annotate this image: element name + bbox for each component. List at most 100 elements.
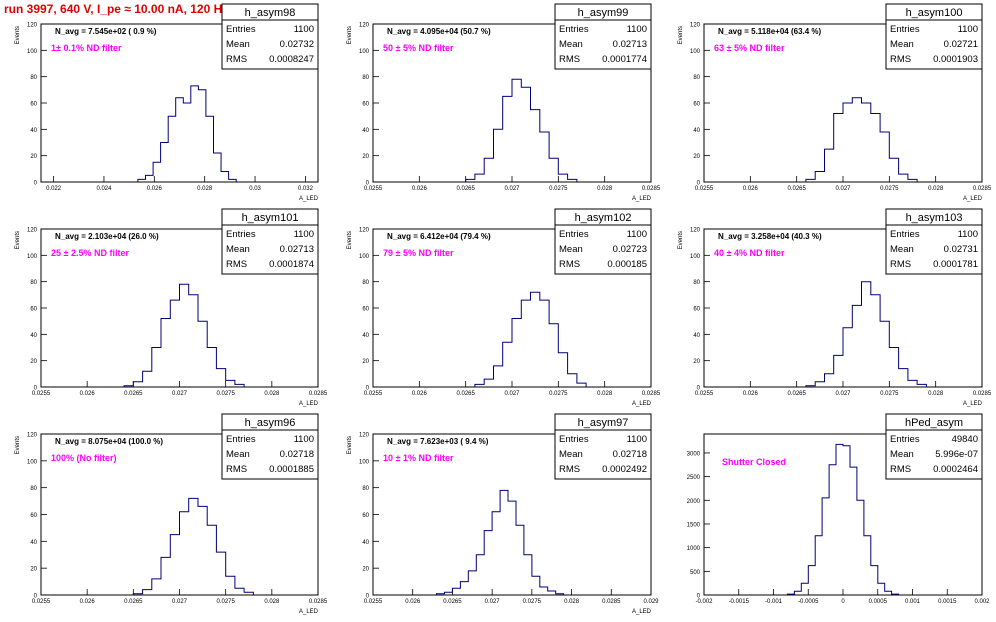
histogram-bin	[521, 87, 530, 182]
histogram-bin	[189, 498, 198, 595]
y-tick-label: 60	[693, 307, 700, 313]
histogram-bin	[475, 174, 484, 182]
histogram-series	[805, 97, 918, 182]
filter-annotation: 25 ± 2.5% ND filter	[51, 248, 129, 258]
filter-annotation: 63 ± 5% ND filter	[714, 43, 785, 53]
histogram-name: hPed_asym	[905, 417, 963, 429]
histogram-bin	[889, 158, 898, 182]
y-tick-label: 100	[27, 49, 38, 55]
stats-entries-value: 49840	[952, 434, 978, 445]
histogram-bin	[484, 379, 493, 387]
histogram-bin	[226, 380, 235, 387]
y-axis-title: Events	[347, 436, 353, 454]
histogram-bin	[899, 369, 908, 387]
x-tick-label: 0.0265	[787, 391, 806, 397]
stats-box-frame	[221, 3, 319, 70]
x-tick-label: 0.028	[264, 391, 280, 397]
stats-rms-label: RMS	[559, 54, 580, 65]
histogram-bin	[161, 557, 170, 595]
y-tick-label: 60	[30, 513, 37, 519]
y-tick-label: 20	[30, 359, 37, 365]
x-tick-label: 0.022	[46, 186, 62, 192]
stats-entries-label: Entries	[226, 229, 256, 240]
histogram-bin	[503, 96, 512, 182]
histogram-bin	[189, 295, 198, 387]
stats-mean-value: 0.02713	[613, 39, 647, 50]
histogram-bin	[892, 594, 899, 595]
histogram-bin	[516, 525, 524, 595]
y-tick-label: 60	[362, 307, 369, 313]
histogram-bin	[532, 576, 540, 595]
histogram-bin	[556, 594, 564, 595]
x-tick-label: 0.0015	[938, 599, 957, 605]
navg-label: N_avg = 3.258e+04 (40.3 %)	[718, 232, 822, 241]
histogram-bin	[235, 588, 244, 595]
x-tick-label: 0.028	[928, 391, 944, 397]
stats-rms-label: RMS	[890, 54, 911, 65]
stats-box: h_asym98 Entries 1100 Mean 0.02732 RMS 0.00082…	[221, 3, 319, 70]
stats-rms-label: RMS	[890, 259, 911, 270]
y-tick-label: 100	[359, 459, 370, 465]
y-tick-label: 2000	[687, 499, 701, 505]
x-tick-label: 0.028	[264, 599, 280, 605]
y-tick-label: 120	[359, 228, 370, 234]
stats-box-frame	[221, 413, 319, 480]
y-tick-label: 100	[359, 49, 370, 55]
stats-rms-value: 0.0002464	[933, 464, 978, 475]
y-tick-label: 120	[690, 23, 701, 29]
x-tick-label: 0.029	[643, 599, 659, 605]
histogram-bin	[531, 292, 540, 387]
stats-entries-label: Entries	[890, 229, 920, 240]
x-tick-label: 0.032	[298, 186, 314, 192]
y-tick-label: 0	[34, 386, 38, 392]
y-tick-label: 2500	[687, 475, 701, 481]
histogram-bin	[153, 162, 161, 182]
histogram-panel-h_asym96: 0 20 40 60 80 100 120 0.0255 0.026 0.0265 0.027 0.0…	[15, 413, 328, 615]
x-tick-label: 0.0265	[456, 391, 475, 397]
histogram-bin	[794, 591, 801, 595]
histogram-bin	[207, 525, 216, 595]
y-tick-label: 100	[27, 459, 38, 465]
stats-mean-value: 0.02718	[613, 449, 647, 460]
histogram-bin	[815, 172, 824, 183]
y-tick-label: 0	[697, 386, 701, 392]
y-axis-title: Events	[15, 231, 21, 249]
x-tick-label: 0.026	[405, 599, 421, 605]
histogram-bin	[216, 552, 225, 595]
histogram-name: h_asym99	[578, 7, 629, 19]
y-tick-label: 120	[27, 228, 38, 234]
stats-mean-label: Mean	[226, 39, 250, 50]
histogram-bin	[133, 594, 142, 595]
x-axis-title: A_LED	[632, 196, 652, 202]
y-tick-label: 120	[359, 23, 370, 29]
x-tick-label: 0.026	[80, 599, 96, 605]
stats-mean-label: Mean	[226, 244, 250, 255]
x-tick-label: 0.027	[504, 186, 520, 192]
histogram-bin	[143, 590, 152, 595]
stats-mean-label: Mean	[890, 244, 914, 255]
histogram-bin	[521, 300, 530, 387]
x-tick-label: 0.0285	[973, 391, 992, 397]
histogram-bin	[476, 555, 484, 595]
histogram-bin	[143, 371, 152, 387]
stats-mean-label: Mean	[559, 244, 583, 255]
y-tick-label: 0	[697, 594, 701, 600]
y-tick-label: 40	[30, 128, 37, 134]
histogram-bin	[176, 98, 184, 182]
histogram-bin	[198, 90, 206, 182]
histogram-bin	[843, 446, 850, 595]
histogram-bin	[558, 353, 567, 387]
x-tick-label: 0.0255	[364, 599, 383, 605]
histogram-bin	[214, 153, 222, 182]
x-axis-title: A_LED	[632, 609, 652, 615]
filter-annotation: 1± 0.1% ND filter	[51, 43, 122, 53]
y-tick-label: 40	[693, 128, 700, 134]
x-tick-label: 0.027	[835, 391, 851, 397]
histogram-bin	[825, 374, 834, 387]
histogram-bin	[484, 531, 492, 595]
histogram-bin	[880, 132, 889, 182]
stats-box: hPed_asym Entries 49840 Mean 5.996e-07 RMS 0.0…	[885, 413, 983, 480]
histogram-bin	[198, 321, 207, 387]
stats-box: h_asym100 Entries 1100 Mean 0.02721 RMS 0.0001…	[885, 3, 983, 70]
stats-rms-value: 0.000185	[607, 259, 647, 270]
